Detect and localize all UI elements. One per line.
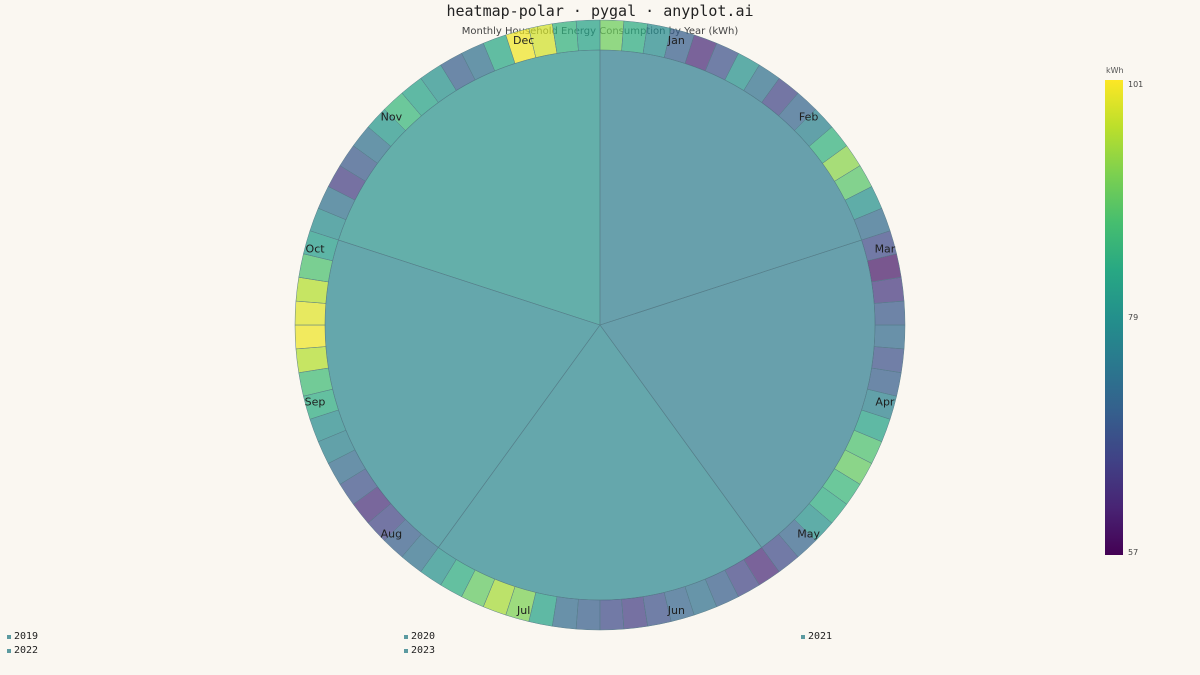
month-label: Nov xyxy=(381,110,403,123)
legend-label: 2022 xyxy=(14,645,39,656)
month-labels: Jan Feb Mar Apr May Jun Jul Aug Sep Oct Nov Dec xyxy=(305,34,896,617)
legend-swatch xyxy=(404,648,408,653)
month-label: Jun xyxy=(667,604,685,617)
legend-label: 2023 xyxy=(411,645,436,656)
heatmap-cell[interactable] xyxy=(871,277,905,304)
month-label: Oct xyxy=(306,243,326,256)
colorbar-max-label: 101 xyxy=(1128,80,1144,89)
legend-swatch xyxy=(801,634,805,639)
legend-label: 2021 xyxy=(808,631,833,642)
heatmap-cell[interactable] xyxy=(873,300,906,326)
month-label: Aug xyxy=(381,528,402,541)
legend-item-2023[interactable]: 2023 xyxy=(404,645,435,656)
colorbar-min-label: 57 xyxy=(1128,548,1139,557)
legend-item-2020[interactable]: 2020 xyxy=(404,631,435,642)
heatmap-cell[interactable] xyxy=(294,324,327,350)
month-label: Jan xyxy=(667,34,685,47)
legend-swatch xyxy=(404,634,408,639)
inner-sectors xyxy=(324,49,876,601)
legend-item-2022[interactable]: 2022 xyxy=(7,645,38,656)
heatmap-cell[interactable] xyxy=(295,346,329,373)
heatmap-cell[interactable] xyxy=(599,19,625,52)
month-label: Jul xyxy=(516,604,530,617)
heatmap-cell[interactable] xyxy=(294,300,327,326)
month-label: Sep xyxy=(305,395,326,408)
legend-swatch xyxy=(7,634,11,639)
heatmap-cell[interactable] xyxy=(621,596,648,630)
heatmap-cell[interactable] xyxy=(599,598,625,631)
heatmap-cell[interactable] xyxy=(552,20,579,54)
colorbar-mid-label: 79 xyxy=(1128,313,1139,322)
colorbar-title: kWh xyxy=(1106,66,1124,75)
legend-label: 2020 xyxy=(411,631,436,642)
legend-item-2019[interactable]: 2019 xyxy=(7,631,38,642)
month-label: May xyxy=(797,528,820,541)
month-label: Apr xyxy=(875,395,895,408)
month-label: Dec xyxy=(513,34,534,47)
month-ring xyxy=(294,19,906,631)
month-label: Feb xyxy=(799,110,818,123)
colorbar xyxy=(1105,80,1123,555)
heatmap-cell[interactable] xyxy=(575,19,601,52)
chart-title: heatmap-polar · pygal · anyplot.ai xyxy=(446,2,754,20)
legend-label: 2019 xyxy=(14,631,39,642)
heatmap-cell[interactable] xyxy=(575,598,601,631)
legend-item-2021[interactable]: 2021 xyxy=(801,631,832,642)
month-label: Mar xyxy=(875,243,896,256)
heatmap-cell[interactable] xyxy=(873,324,906,350)
legend-swatch xyxy=(7,648,11,653)
